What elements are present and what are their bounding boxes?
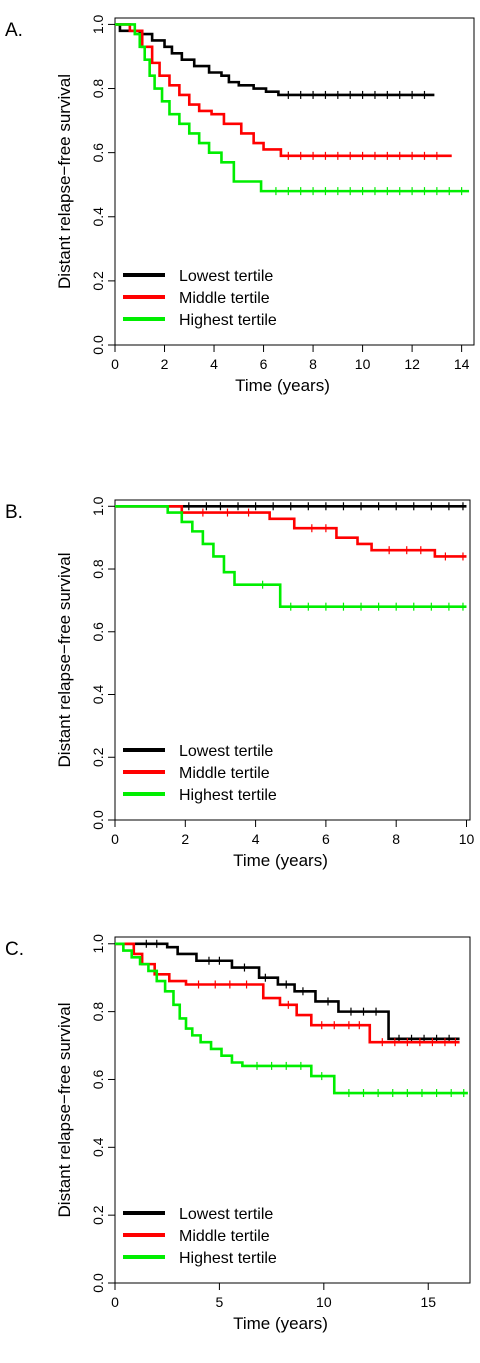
legend-label-highest-tertile: Highest tertile (179, 1250, 277, 1267)
x-tick-label-14: 14 (454, 356, 470, 372)
x-tick-label-10: 10 (355, 356, 371, 372)
y-tick-label-0-2: 0.2 (90, 271, 106, 291)
y-axis-title: Distant relapse−free survival (55, 553, 74, 768)
x-tick-label-0: 0 (111, 356, 119, 372)
x-tick-label-6: 6 (322, 831, 330, 847)
panel-c: C. 0 5 10 15 0.0 0.2 0.4 0.6 0.8 1.0 Time (years) Di… (5, 934, 470, 1333)
y-tick-label-0-6: 0.6 (90, 143, 106, 163)
panel-label: A. (5, 20, 23, 41)
y-tick-label-0-8: 0.8 (90, 1002, 106, 1022)
y-tick-label-0-8: 0.8 (90, 79, 106, 99)
legend-label-lowest-tertile: Lowest tertile (179, 743, 273, 760)
legend-label-highest-tertile: Highest tertile (179, 787, 277, 804)
x-tick-label-10: 10 (316, 1294, 332, 1310)
series-line-highest-tertile (115, 506, 466, 606)
panel-b: B. 0 2 4 6 8 10 0.0 0.2 0.4 0.6 0.8 1.0 Time (years) D… (5, 496, 474, 870)
y-tick-label-0-4: 0.4 (90, 1137, 106, 1157)
x-tick-label-0: 0 (111, 831, 119, 847)
panel-label: C. (5, 939, 24, 960)
y-axis-title: Distant relapse−free survival (55, 74, 74, 289)
series-line-highest-tertile (115, 944, 468, 1093)
x-tick-label-15: 15 (420, 1294, 436, 1310)
x-tick-label-6: 6 (260, 356, 268, 372)
series-line-middle-tertile (115, 944, 460, 1042)
legend-label-middle-tertile: Middle tertile (179, 290, 270, 307)
y-tick-label-0-0: 0.0 (90, 810, 106, 830)
panel-a: A. 0 2 4 6 8 10 12 14 0.0 0.2 0.4 0.6 0.8 1.0 Time (yea… (5, 14, 474, 395)
y-tick-label-0-6: 0.6 (90, 622, 106, 642)
plot-frame (115, 18, 474, 345)
legend-label-middle-tertile: Middle tertile (179, 1228, 270, 1245)
legend-label-lowest-tertile: Lowest tertile (179, 1206, 273, 1223)
x-tick-label-10: 10 (459, 831, 475, 847)
x-axis-title: Time (years) (233, 1314, 328, 1333)
x-axis-title: Time (years) (233, 851, 328, 870)
x-tick-label-8: 8 (392, 831, 400, 847)
x-tick-label-2: 2 (181, 831, 189, 847)
x-tick-label-8: 8 (309, 356, 317, 372)
x-tick-label-4: 4 (210, 356, 218, 372)
y-tick-label-1-0: 1.0 (90, 14, 106, 34)
legend-label-highest-tertile: Highest tertile (179, 312, 277, 329)
y-tick-label-1-0: 1.0 (90, 934, 106, 954)
y-tick-label-0-2: 0.2 (90, 747, 106, 767)
y-tick-label-0-2: 0.2 (90, 1205, 106, 1225)
y-tick-label-0-0: 0.0 (90, 335, 106, 355)
y-tick-label-0-4: 0.4 (90, 685, 106, 705)
legend-label-lowest-tertile: Lowest tertile (179, 268, 273, 285)
x-tick-label-5: 5 (216, 1294, 224, 1310)
y-tick-label-0-8: 0.8 (90, 559, 106, 579)
x-tick-label-0: 0 (111, 1294, 119, 1310)
y-tick-label-0-6: 0.6 (90, 1070, 106, 1090)
plot-frame (115, 937, 470, 1283)
legend-label-middle-tertile: Middle tertile (179, 765, 270, 782)
y-tick-label-0-4: 0.4 (90, 207, 106, 227)
y-tick-label-0-0: 0.0 (90, 1273, 106, 1293)
panel-label: B. (5, 502, 23, 523)
x-tick-label-4: 4 (252, 831, 260, 847)
y-axis-title: Distant relapse−free survival (55, 1003, 74, 1218)
series-line-lowest-tertile (115, 24, 434, 95)
series-line-highest-tertile (115, 24, 469, 191)
x-axis-title: Time (years) (235, 376, 330, 395)
y-tick-label-1-0: 1.0 (90, 496, 106, 516)
x-tick-label-2: 2 (161, 356, 169, 372)
plot-frame (115, 500, 470, 820)
x-tick-label-12: 12 (404, 356, 420, 372)
